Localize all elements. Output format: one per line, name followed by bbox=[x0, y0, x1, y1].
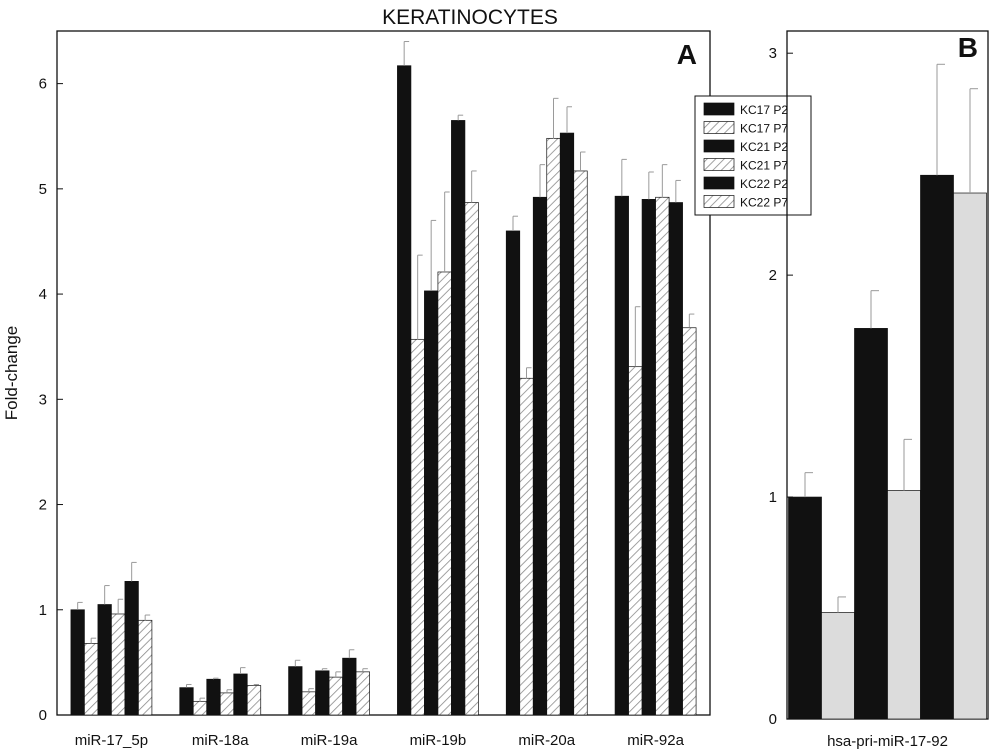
panel-a-letter: A bbox=[677, 39, 697, 70]
bar bbox=[920, 174, 954, 720]
legend-label: KC22 P2 bbox=[740, 177, 788, 191]
bar bbox=[219, 692, 235, 716]
panel-a-frame bbox=[56, 30, 711, 716]
y-tick-label: 2 bbox=[769, 267, 777, 284]
legend-label: KC17 P2 bbox=[740, 103, 788, 117]
chart-title: KERATINOCYTES bbox=[382, 6, 558, 29]
y-tick-label: 0 bbox=[39, 707, 47, 724]
y-tick-label: 6 bbox=[39, 76, 47, 93]
y-tick-label: 4 bbox=[39, 286, 47, 303]
bar bbox=[355, 671, 370, 716]
legend-label: KC22 P7 bbox=[740, 196, 788, 210]
panel-a-x-axis: miR-17_5p miR-18a miR-19a miR-19b miR-20a miR… bbox=[75, 709, 685, 749]
bar bbox=[519, 377, 534, 716]
legend-swatch bbox=[703, 121, 735, 134]
y-tick-label: 3 bbox=[39, 391, 47, 408]
panel-b-bars bbox=[788, 63, 987, 720]
category-label: miR-17_5p bbox=[75, 732, 148, 749]
bar bbox=[788, 496, 822, 720]
bar bbox=[546, 137, 561, 716]
bar bbox=[437, 271, 452, 716]
category-label: miR-20a bbox=[518, 732, 575, 749]
bar bbox=[424, 290, 439, 716]
bar bbox=[614, 195, 629, 716]
bar bbox=[84, 643, 99, 716]
category-label: hsa-pri-miR-17-92 bbox=[827, 733, 948, 750]
bar bbox=[628, 366, 643, 716]
bar bbox=[682, 327, 697, 716]
bar bbox=[451, 120, 466, 716]
legend-label: KC21 P2 bbox=[740, 140, 788, 154]
bar bbox=[887, 490, 921, 720]
bar bbox=[138, 619, 153, 716]
legend-label: KC17 P7 bbox=[740, 122, 788, 136]
bar bbox=[854, 328, 888, 720]
bar bbox=[179, 687, 194, 716]
y-tick-label: 1 bbox=[39, 602, 47, 619]
bar bbox=[233, 673, 248, 716]
category-label: miR-18a bbox=[192, 732, 249, 749]
y-tick-label: 0 bbox=[769, 711, 777, 728]
panel-a-y-axis: 0 1 2 3 4 5 6 bbox=[39, 76, 63, 724]
bar bbox=[124, 581, 139, 716]
panel-a-bars bbox=[70, 41, 697, 716]
panel-b-letter: B bbox=[958, 32, 978, 63]
panel-a-y-axis-title: Fold-change bbox=[2, 326, 21, 421]
panel-b: 0 1 2 3 hsa-pri-miR-17-92 B bbox=[769, 30, 989, 750]
category-label: miR-92a bbox=[627, 732, 684, 749]
bar bbox=[70, 609, 85, 716]
bar bbox=[288, 666, 303, 716]
bar bbox=[246, 685, 262, 716]
bar bbox=[655, 196, 670, 716]
bar bbox=[641, 199, 656, 716]
bar bbox=[573, 170, 588, 716]
bar bbox=[328, 676, 343, 716]
bar bbox=[505, 230, 521, 716]
bar bbox=[532, 196, 548, 716]
bar bbox=[821, 612, 855, 720]
legend-swatch bbox=[703, 176, 735, 190]
bar bbox=[953, 192, 987, 720]
legend: KC17 P2 KC17 P7 KC21 P2 KC21 P7 KC22 P2 KC22 … bbox=[694, 95, 812, 216]
legend-label: KC21 P7 bbox=[740, 159, 788, 173]
bar bbox=[668, 202, 683, 716]
bar bbox=[397, 65, 412, 716]
category-label: miR-19b bbox=[410, 732, 467, 749]
bar bbox=[464, 202, 479, 716]
bar bbox=[192, 700, 208, 716]
bar bbox=[342, 657, 357, 716]
bar bbox=[315, 670, 330, 716]
bar bbox=[410, 338, 425, 716]
legend-swatch bbox=[703, 139, 735, 153]
category-label: miR-19a bbox=[301, 732, 358, 749]
y-tick-label: 2 bbox=[39, 497, 47, 514]
y-tick-label: 5 bbox=[39, 181, 47, 198]
bar bbox=[301, 691, 316, 716]
legend-swatch bbox=[703, 158, 735, 171]
bar bbox=[111, 613, 126, 716]
y-tick-label: 3 bbox=[769, 45, 777, 62]
y-tick-label: 1 bbox=[769, 489, 777, 506]
legend-swatch bbox=[703, 102, 735, 116]
bar bbox=[97, 604, 112, 716]
bar bbox=[206, 678, 221, 716]
bar bbox=[559, 132, 575, 716]
legend-swatch bbox=[703, 195, 735, 208]
